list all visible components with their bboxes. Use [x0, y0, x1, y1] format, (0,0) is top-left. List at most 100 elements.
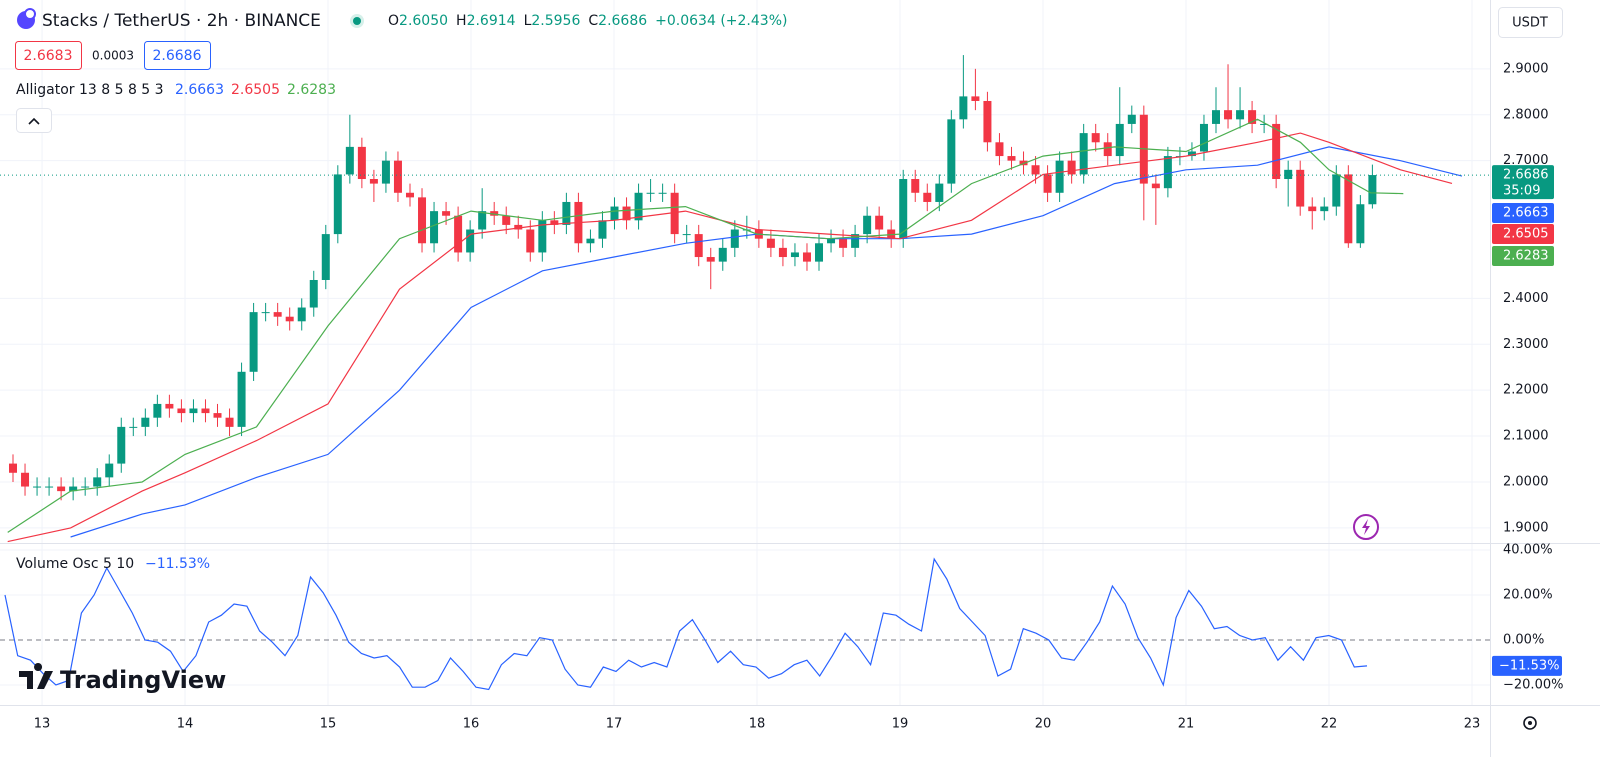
candle-body: [33, 486, 42, 488]
candle-body: [478, 211, 487, 230]
candle-body: [827, 238, 836, 244]
candle-body: [911, 179, 920, 193]
candle-body: [177, 408, 186, 414]
candle-body: [851, 234, 860, 248]
candle-body: [249, 312, 258, 372]
candle-body: [9, 463, 17, 473]
x-tick-label: 16: [463, 717, 480, 732]
indicator-price-label: 2.6283: [1503, 249, 1549, 264]
last-price-label: 2.6686: [1503, 168, 1549, 183]
buy-box[interactable]: [144, 41, 211, 70]
candle-body: [526, 229, 535, 253]
candle-body: [45, 486, 54, 488]
candle-body: [201, 408, 210, 414]
candle-body: [1163, 156, 1172, 189]
volume-osc-line: [4, 557, 1368, 691]
candle-body: [237, 371, 246, 427]
candle-body: [225, 417, 234, 427]
candle-body: [1187, 151, 1196, 157]
candle-body: [105, 463, 114, 478]
y-tick-label: 2.1000: [1503, 429, 1549, 444]
y-tick-label: −20.00%: [1503, 677, 1563, 692]
candle-body: [550, 220, 559, 225]
x-tick-label: 23: [1464, 717, 1481, 732]
candle-body: [1055, 160, 1064, 193]
candle-body: [1248, 110, 1257, 124]
indicator-price-box: [1492, 224, 1554, 244]
candle-body: [658, 192, 667, 194]
ohlc-change: +0.0634 (+2.43%): [655, 13, 787, 29]
candle-body: [1296, 169, 1305, 207]
x-tick-label: 14: [177, 717, 194, 732]
ohlc-label: O: [388, 13, 399, 29]
symbol-title[interactable]: Stacks / TetherUS · 2h · BINANCE: [42, 11, 321, 31]
candle-body: [369, 179, 378, 184]
candle-body: [405, 192, 414, 198]
currency-button[interactable]: [1498, 7, 1563, 38]
y-tick-label: 20.00%: [1503, 587, 1553, 602]
candle-body: [778, 247, 787, 258]
candle-body: [141, 417, 150, 427]
candle-body: [454, 215, 463, 253]
candle-body: [1127, 114, 1136, 124]
y-tick-label: 2.0000: [1503, 474, 1549, 489]
ohlc-value: 2.6686: [598, 13, 647, 29]
chevron-icon: [28, 117, 40, 125]
candle-body: [69, 486, 78, 492]
y-tick-label: 2.2000: [1503, 383, 1549, 398]
sell-price: 2.6683: [24, 48, 73, 64]
candle-body: [598, 220, 607, 239]
x-tick-label: 18: [749, 717, 766, 732]
ohlc-label: C: [588, 13, 598, 29]
candle-body: [1151, 183, 1160, 189]
candle-body: [1091, 133, 1100, 143]
candle-body: [418, 197, 427, 244]
volume-osc-value: −11.53%: [145, 556, 210, 572]
candle-body: [357, 146, 366, 180]
candle-body: [345, 146, 354, 175]
candle-body: [694, 234, 703, 258]
volume-osc-legend: Volume Osc 5 10: [16, 556, 134, 572]
candle-body: [875, 215, 884, 230]
candle-body: [1067, 160, 1076, 175]
candle-body: [586, 238, 595, 244]
ohlc-label: L: [524, 13, 532, 29]
osc-value-box: [1492, 655, 1562, 676]
ohlc: O2.6050 H2.6914 L2.5956 C2.6686 +0.0634 (+2.…: [388, 13, 787, 29]
candle-body: [622, 206, 631, 221]
x-tick-label: 15: [320, 717, 337, 732]
y-tick-label: 2.4000: [1503, 291, 1549, 306]
collapse-button[interactable]: [16, 108, 52, 133]
candle-body: [430, 211, 439, 244]
ohlc-value: 2.5956: [531, 13, 580, 29]
symbol-logo-dot: [24, 8, 36, 20]
candle-body: [1199, 123, 1208, 152]
candle-body: [1308, 206, 1317, 212]
sell-box[interactable]: [15, 41, 82, 70]
y-tick-label: 2.7000: [1503, 153, 1549, 168]
candle-body: [766, 238, 775, 248]
candle-body: [1344, 174, 1353, 244]
candle-body: [1368, 175, 1377, 205]
candle-body: [538, 220, 547, 253]
candle-body: [309, 279, 318, 308]
candle-body: [297, 307, 306, 322]
candle-body: [1272, 123, 1281, 180]
ohlc-label: H: [456, 13, 467, 29]
candle-body: [1019, 160, 1028, 166]
candle-body: [706, 257, 715, 262]
candle-body: [1212, 110, 1220, 124]
candle-body: [670, 192, 679, 235]
x-tick-label: 13: [34, 717, 51, 732]
lightning: [1362, 519, 1370, 535]
candle-body: [393, 160, 402, 193]
settings-icon[interactable]: [1523, 716, 1537, 730]
candle-body: [1079, 133, 1088, 175]
candle-body: [129, 426, 138, 428]
buy-price: 2.6686: [153, 48, 202, 64]
indicator-price-box: [1492, 246, 1554, 266]
brand-name[interactable]: TradingView: [60, 666, 226, 694]
alligator-jaw-value: 2.6663: [175, 82, 224, 98]
x-tick-label: 20: [1035, 717, 1052, 732]
